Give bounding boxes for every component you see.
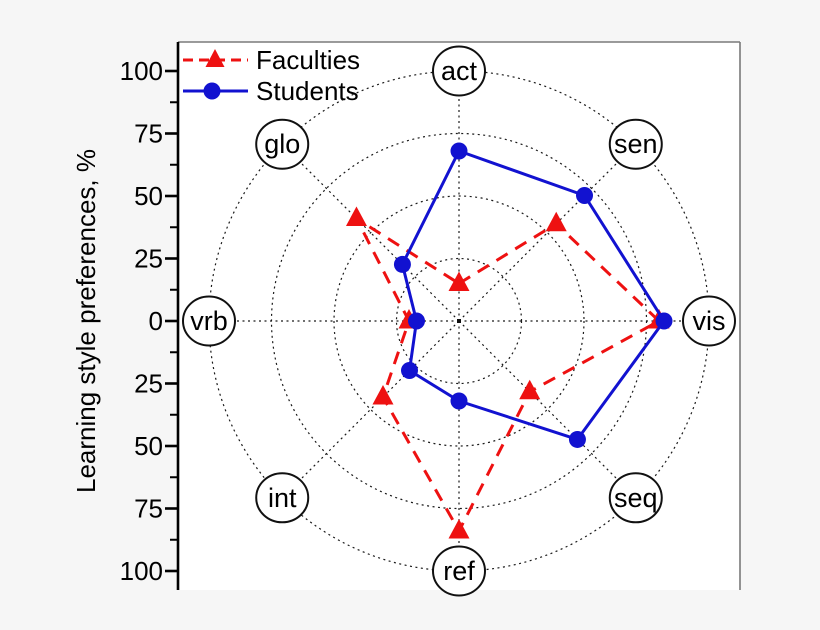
axis-label-circle-sen xyxy=(608,118,663,170)
grid-ring-50 xyxy=(333,195,585,447)
axis-label-circle-vis xyxy=(682,295,736,347)
marker-students-vis xyxy=(655,312,673,330)
grid-center-dot xyxy=(457,319,461,323)
tick-label: 50 xyxy=(134,431,163,461)
tick-label: 100 xyxy=(120,56,163,86)
axis-label-vrb: vrb xyxy=(182,295,236,347)
tick-label: 25 xyxy=(134,369,163,399)
axis-label-seq: seq xyxy=(608,472,663,524)
marker-students-ref xyxy=(450,392,468,410)
axis-label-circle-vrb xyxy=(182,295,236,347)
axis-label-act: act xyxy=(432,45,486,97)
marker-students-sen xyxy=(576,186,594,204)
axis-label-circle-ref xyxy=(432,545,486,597)
legend-circle-marker xyxy=(203,82,221,100)
legend-item-faculties: Faculties xyxy=(183,45,360,75)
axis-label-ref: ref xyxy=(432,545,486,597)
marker-students-int xyxy=(401,361,419,379)
category-labels: act sen vis seq ref int vrb glo xyxy=(182,45,736,597)
tick-label: 0 xyxy=(149,306,163,336)
axis-label-text-sen: sen xyxy=(614,129,658,159)
marker-faculties-sen xyxy=(545,211,567,232)
axis-label-circle-glo xyxy=(255,118,310,170)
axis-label-text-seq: seq xyxy=(614,483,658,513)
marker-faculties-ref xyxy=(448,519,470,539)
legend-label: Faculties xyxy=(256,45,360,75)
tick-label: 50 xyxy=(134,181,163,211)
tick-label: 75 xyxy=(134,119,163,149)
axis-label-circle-act xyxy=(432,45,486,97)
axis-label-text-vrb: vrb xyxy=(190,306,228,336)
marker-students-vrb xyxy=(408,312,425,330)
axis-label-text-glo: glo xyxy=(264,129,300,159)
axis-label-text-ref: ref xyxy=(443,556,475,586)
axis-label-text-int: int xyxy=(268,483,297,513)
tick-label: 25 xyxy=(134,244,163,274)
legend-label: Students xyxy=(256,76,359,106)
tick-label: 75 xyxy=(134,494,163,524)
marker-faculties-act xyxy=(448,271,470,291)
tick-label: 100 xyxy=(120,556,163,586)
legend-triangle-marker xyxy=(205,49,225,67)
axis-label-sen: sen xyxy=(608,118,663,170)
marker-students-seq xyxy=(568,430,586,448)
marker-students-glo xyxy=(393,255,411,273)
axis-label-circle-int xyxy=(255,472,310,524)
axis-label-int: int xyxy=(255,472,310,524)
marker-faculties-seq xyxy=(519,379,541,400)
marker-students-act xyxy=(450,142,468,160)
axis-label-text-act: act xyxy=(441,56,478,86)
axis-label-vis: vis xyxy=(682,295,736,347)
y-axis-ticks: 100 75 50 25 0 25 50 75 100 xyxy=(120,56,178,586)
axis-label-circle-seq xyxy=(608,472,663,524)
axis-label-text-vis: vis xyxy=(693,306,726,336)
marker-faculties-int xyxy=(372,385,394,405)
y-axis-title: Learning style preferences, % xyxy=(71,149,101,493)
axis-label-glo: glo xyxy=(255,118,310,170)
legend-item-students: Students xyxy=(183,76,359,106)
marker-faculties-glo xyxy=(345,206,367,226)
series-students xyxy=(393,142,673,448)
